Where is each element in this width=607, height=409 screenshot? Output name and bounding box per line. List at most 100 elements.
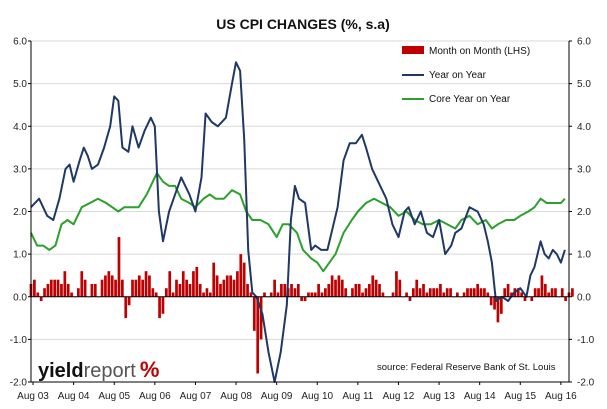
- mom-bar: [462, 292, 466, 297]
- mom-bar: [361, 292, 364, 297]
- mom-bar: [178, 283, 182, 297]
- mom-bar: [192, 271, 195, 297]
- mom-bar: [550, 288, 554, 297]
- x-tick-label: Aug 13: [423, 391, 455, 402]
- mom-bar: [90, 283, 94, 297]
- mom-bar: [151, 288, 155, 297]
- mom-bar: [554, 288, 557, 297]
- mom-bar: [144, 271, 148, 297]
- y-tick-label-left: 2.0: [13, 207, 27, 218]
- mom-bar: [317, 283, 320, 297]
- mom-bar: [560, 288, 564, 297]
- mom-bar: [442, 292, 446, 297]
- mom-bar: [533, 288, 537, 297]
- mom-bar: [439, 283, 442, 297]
- mom-bar: [219, 283, 222, 297]
- mom-bar: [543, 283, 547, 297]
- source-note: source: Federal Reserve Bank of St. Loui…: [377, 362, 556, 373]
- mom-bar: [117, 237, 121, 297]
- legend: Month on Month (LHS) Year on Year Core Y…: [402, 46, 530, 105]
- mom-bar: [293, 288, 297, 297]
- mom-bar: [307, 292, 310, 297]
- mom-bar: [472, 288, 476, 297]
- mom-bar: [324, 288, 327, 297]
- mom-bar: [164, 288, 168, 297]
- mom-bar: [127, 296, 131, 306]
- logo-text: yieldreport%: [38, 357, 159, 382]
- y-tick-label-right: -1.0: [577, 335, 595, 346]
- mom-bar: [476, 283, 479, 297]
- mom-bar: [428, 288, 432, 297]
- mom-bar: [506, 283, 510, 297]
- mom-bar: [334, 279, 337, 297]
- mom-bar: [195, 266, 199, 297]
- mom-bar: [56, 279, 60, 297]
- x-tick-label: Aug 09: [261, 391, 293, 402]
- mom-bar: [66, 283, 70, 297]
- mom-bar: [540, 275, 544, 297]
- mom-bar: [300, 296, 304, 302]
- mom-bar: [364, 288, 368, 297]
- mom-bar: [344, 288, 348, 297]
- y-tick-label-left: 1.0: [13, 250, 27, 261]
- mom-bar: [432, 288, 436, 297]
- mom-bar: [158, 296, 161, 319]
- y-tick-label-right: 3.0: [577, 164, 591, 175]
- mom-bar: [161, 296, 165, 314]
- x-tick-label: Aug 04: [58, 391, 90, 402]
- y-tick-label-right: 1.0: [577, 250, 591, 261]
- mom-bar: [134, 279, 138, 297]
- mom-bars: [29, 237, 574, 374]
- mom-bar: [425, 292, 429, 297]
- mom-bar: [564, 296, 567, 302]
- mom-bar: [547, 292, 551, 297]
- mom-bar: [381, 292, 385, 297]
- mom-bar: [256, 296, 260, 374]
- mom-bar: [212, 262, 216, 297]
- mom-bar: [83, 279, 87, 297]
- y-tick-label-right: 5.0: [577, 79, 591, 90]
- legend-swatch-mom: [402, 46, 424, 54]
- mom-bar: [327, 283, 331, 297]
- mom-bar: [137, 275, 141, 297]
- mom-bar: [43, 288, 46, 297]
- mom-bar: [395, 271, 398, 297]
- mom-bar: [185, 279, 189, 297]
- mom-bar: [503, 288, 507, 297]
- y-tick-label-right: 4.0: [577, 122, 591, 133]
- mom-bar: [330, 275, 334, 297]
- mom-bar: [496, 296, 500, 323]
- mom-bar: [303, 296, 307, 302]
- mom-bar: [148, 275, 151, 297]
- mom-bar: [489, 296, 493, 306]
- mom-bar: [405, 292, 408, 297]
- mom-bar: [516, 288, 520, 297]
- mom-bar: [49, 279, 53, 297]
- mom-bar: [110, 275, 114, 297]
- x-tick-label: Aug 12: [383, 391, 415, 402]
- mom-bar: [374, 279, 378, 297]
- gridlines: [31, 40, 569, 383]
- mom-bar: [107, 271, 111, 297]
- mom-bar: [269, 292, 273, 297]
- mom-bar: [202, 292, 205, 297]
- mom-bar: [154, 292, 158, 297]
- mom-bar: [571, 288, 574, 297]
- x-tick-label: Aug 15: [504, 391, 536, 402]
- mom-bar: [371, 275, 375, 297]
- mom-bar: [208, 292, 212, 297]
- mom-bar: [215, 275, 219, 297]
- y-tick-label-right: 6.0: [577, 37, 591, 48]
- mom-bar: [239, 254, 243, 297]
- x-tick-label: Aug 05: [98, 391, 130, 402]
- y-tick-label-left: 0.0: [13, 292, 27, 303]
- mom-bar: [131, 279, 134, 297]
- mom-bar: [232, 279, 236, 297]
- mom-bar: [368, 283, 371, 297]
- mom-bar: [171, 292, 175, 297]
- mom-bar: [455, 292, 459, 297]
- core-line: [30, 172, 566, 273]
- x-tick-label: Aug 16: [545, 391, 577, 402]
- legend-label-mom: Month on Month (LHS): [429, 46, 530, 57]
- mom-bar: [242, 262, 246, 297]
